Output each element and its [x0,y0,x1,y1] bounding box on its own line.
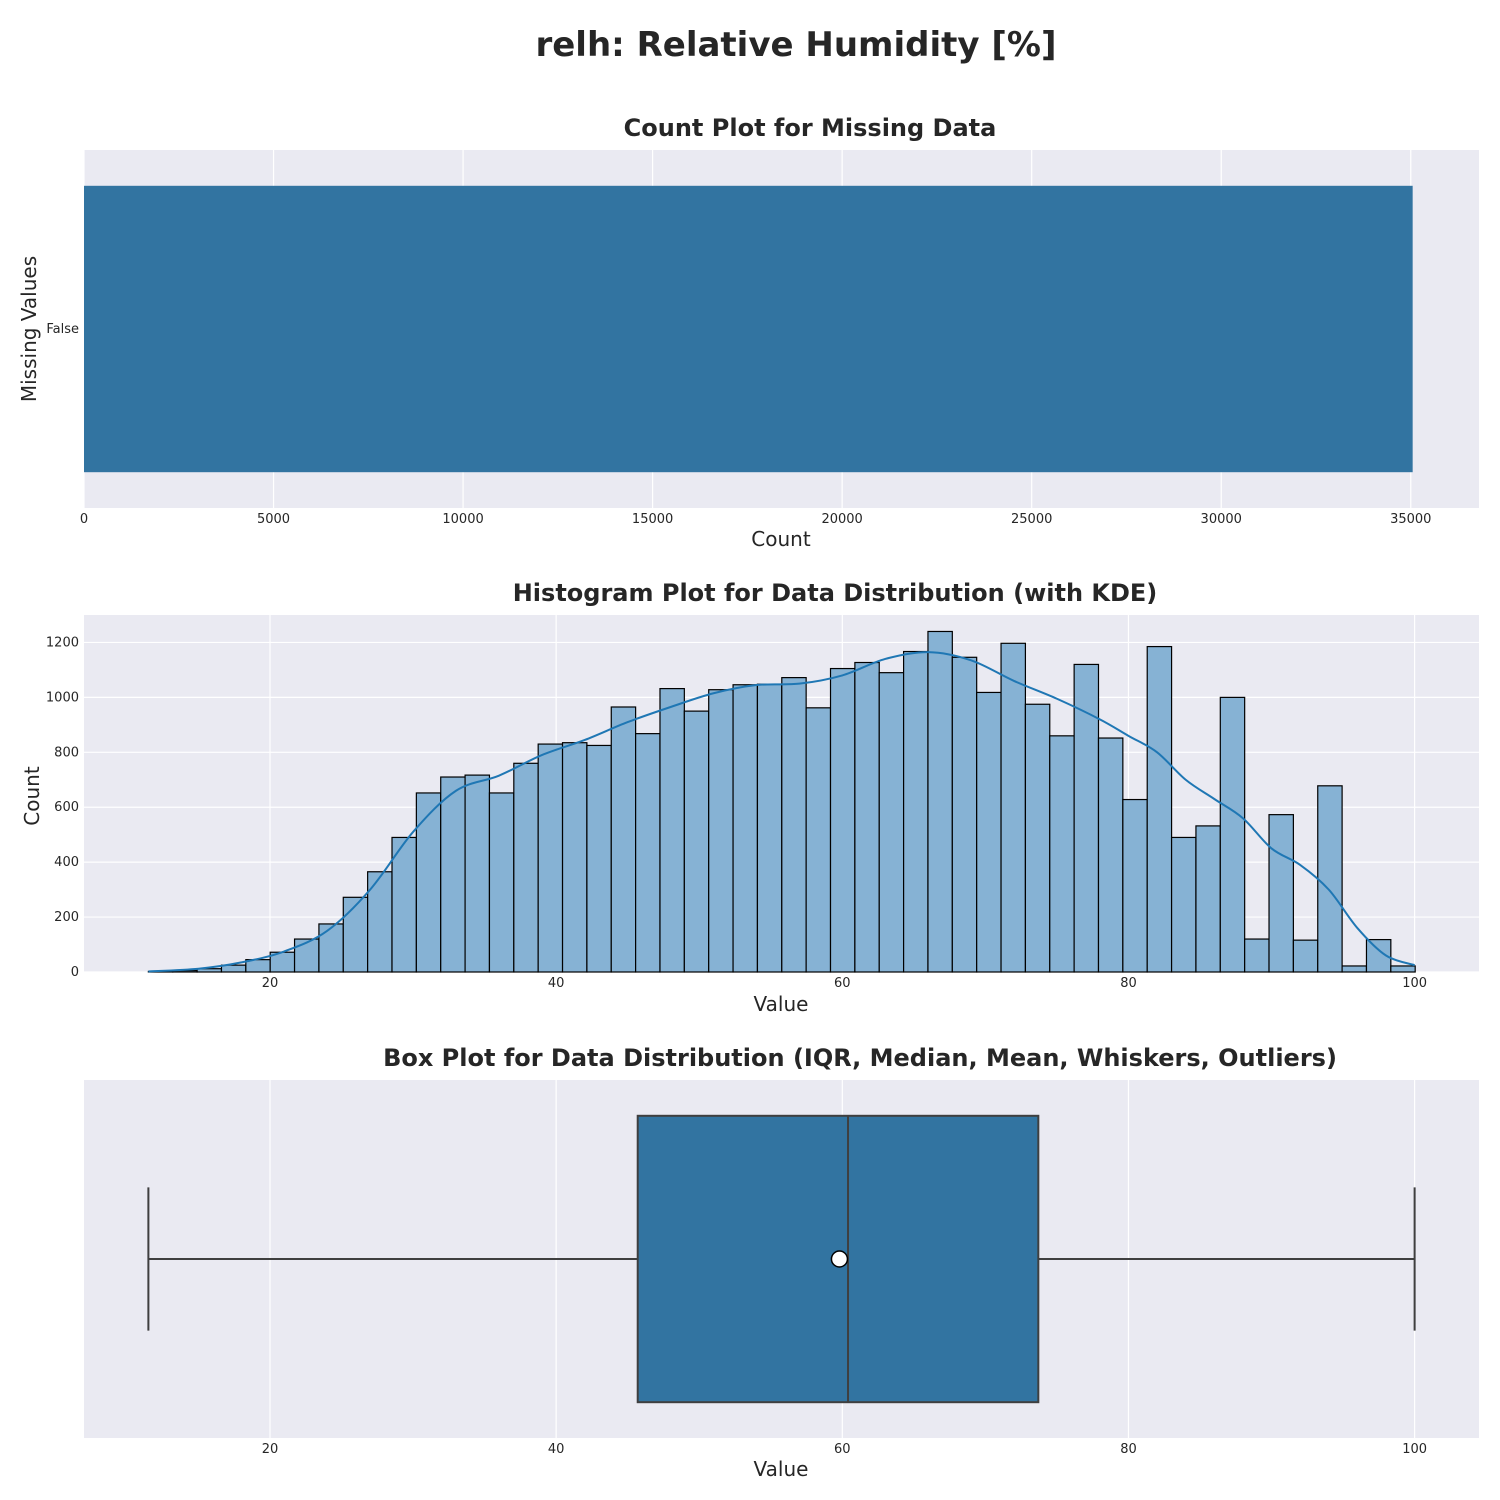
histogram-bar [342,896,369,973]
histogram-bar [1073,663,1100,973]
count-plot-bars [84,185,1413,473]
histogram-x-label: Value [754,992,809,1016]
histogram-bar [1122,798,1148,973]
histogram-x-tick-label: 60 [834,976,851,991]
mean-marker [830,1250,849,1268]
count-plot-x-label: Count [751,527,811,551]
histogram-bar [1000,642,1027,973]
count-plot: 0 5000 10000 15000 20000 25000 30000 35000 Fals… [17,114,1479,551]
histogram-bar [1268,814,1294,973]
histogram-bar [659,687,685,973]
histogram-bar [1195,825,1221,973]
histogram-title: Histogram Plot for Data Distribution (wi… [513,579,1158,607]
histogram-y-tick-label: 0 [71,965,79,980]
box-plot-x-label: Value [754,1457,809,1481]
histogram-bar [951,656,978,973]
count-plot-y-ticks: False [46,322,79,337]
histogram-bar [1146,645,1173,973]
histogram-bar [902,650,929,973]
histogram-x-ticks: 20 40 60 80 100 [262,976,1427,991]
histogram-bar [1390,965,1416,973]
count-plot-x-tick-label: 30000 [1201,512,1242,527]
box-plot-x-ticks: 20 40 60 80 100 [262,1442,1427,1457]
histogram-bar [586,744,612,973]
count-plot-title: Count Plot for Missing Data [624,114,997,142]
histogram-y-tick-label: 400 [54,855,79,870]
histogram-bar [756,683,783,973]
box-plot-x-tick-label: 60 [834,1442,851,1457]
box-plot: 20 40 60 80 100 Box Plot for Data Distributi… [84,1044,1479,1481]
count-plot-x-tick-label: 10000 [442,512,483,527]
histogram-bar [732,684,759,973]
histogram-bar [1244,938,1270,973]
kde-curve [148,651,1415,973]
histogram-bar [635,733,661,973]
histogram-bar [878,672,905,973]
histogram-bar [805,707,832,973]
histogram-plot: 20 40 60 80 100 0 200 400 600 800 1000 1200 Histog… [20,579,1479,1016]
histogram-bar [440,776,466,973]
histogram-bar [927,630,953,973]
histogram-y-ticks: 0 200 400 600 800 1000 1200 [46,635,79,980]
histogram-bar [293,938,320,973]
histogram-y-tick-label: 600 [54,800,79,815]
count-plot-x-ticks: 0 5000 10000 15000 20000 25000 30000 35000 [80,512,1432,527]
count-plot-x-tick-label: 15000 [632,512,673,527]
histogram-y-tick-label: 800 [54,745,79,760]
histogram-bar [1292,939,1319,973]
histogram-bar [976,691,1002,973]
histogram-bars [147,630,1416,973]
histogram-bar [1219,696,1246,973]
histogram-bar [415,792,442,973]
histogram-bar [854,661,880,973]
count-plot-y-label: Missing Values [17,256,41,402]
count-plot-y-tick-label: False [46,322,79,337]
histogram-x-tick-label: 40 [548,976,565,991]
histogram-bar [391,836,417,973]
histogram-y-tick-label: 1200 [46,635,79,650]
histogram-x-tick-label: 100 [1402,976,1427,991]
box-plot-title: Box Plot for Data Distribution (IQR, Med… [383,1044,1337,1072]
box-plot-marks [147,1114,1416,1404]
count-plot-x-tick-label: 5000 [257,512,290,527]
histogram-x-tick-label: 80 [1120,976,1137,991]
histogram-bar [537,743,564,973]
box-plot-x-tick-label: 100 [1402,1442,1427,1457]
histogram-bar [683,710,710,973]
box-plot-x-tick-label: 40 [548,1442,565,1457]
histogram-bar [708,689,734,973]
histogram-bar [1317,785,1343,973]
figure-title: relh: Relative Humidity [%] [535,25,1056,65]
histogram-y-tick-label: 200 [54,910,79,925]
histogram-bar [829,667,856,973]
histogram-bar [464,774,491,973]
histogram-bar [1024,703,1051,973]
box-plot-x-tick-label: 80 [1120,1442,1137,1457]
histogram-x-tick-label: 20 [262,976,279,991]
count-plot-x-tick-label: 25000 [1011,512,1052,527]
count-plot-x-tick-label: 20000 [821,512,862,527]
histogram-bar [1170,836,1197,973]
box-plot-x-tick-label: 20 [262,1442,279,1457]
histogram-y-label: Count [20,766,44,826]
histogram-bar [561,742,588,973]
histogram-bar [488,792,515,973]
histogram-bar [1341,965,1368,973]
histogram-bar [318,923,344,973]
count-plot-x-tick-label: 0 [80,512,88,527]
count-bar-false [84,185,1413,473]
histogram-bar [513,762,539,973]
histogram-bar [781,677,807,973]
histogram-y-tick-label: 1000 [46,690,79,705]
histogram-bar [1049,735,1075,973]
histogram-bar [1097,737,1124,973]
count-plot-x-tick-label: 35000 [1390,512,1431,527]
histogram-bar [610,706,637,973]
